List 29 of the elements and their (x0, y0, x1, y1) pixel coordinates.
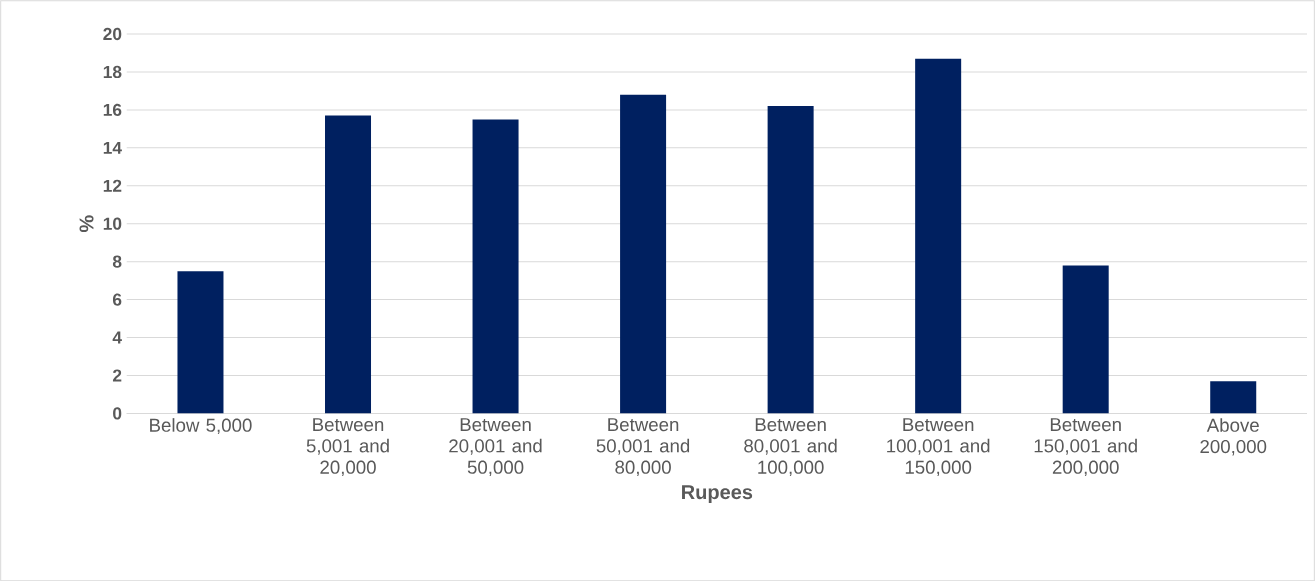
y-tick-label: 12 (103, 179, 122, 192)
bar (1210, 380, 1257, 414)
y-tick-label: 0 (113, 407, 122, 420)
x-tick-label: Between 5,001 and 20,000 (306, 417, 389, 476)
y-tick-label: 20 (103, 27, 122, 40)
x-tick-label: Between 20,001 and 50,000 (449, 417, 542, 476)
y-tick-label: 4 (112, 331, 122, 344)
y-tick-label: 10 (103, 217, 122, 230)
x-tick-label: Below 5,000 (150, 417, 252, 434)
y-tick-label: 18 (103, 65, 122, 78)
y-tick-label: 16 (103, 103, 122, 116)
x-axis-title: Rupees (682, 484, 753, 503)
bar (472, 119, 519, 414)
bar (620, 94, 667, 414)
x-tick-label: Between 50,001 and 80,000 (596, 417, 690, 476)
bar (1062, 265, 1109, 414)
y-axis-title: % (79, 215, 94, 232)
y-tick-label: 2 (112, 369, 122, 382)
x-tick-label: Between 80,001 and 100,000 (744, 417, 837, 476)
bar (767, 105, 814, 414)
y-tick-label: 14 (103, 141, 122, 154)
bar (177, 270, 224, 414)
bar (915, 58, 962, 414)
y-tick-label: 8 (112, 255, 122, 268)
x-tick-label: Above 200,000 (1200, 417, 1267, 456)
x-tick-label: Between 100,001 and 150,000 (887, 417, 990, 476)
x-tick-label: Between 150,001 and 200,000 (1034, 417, 1137, 476)
y-tick-label: 6 (112, 293, 122, 306)
bar (325, 115, 372, 414)
